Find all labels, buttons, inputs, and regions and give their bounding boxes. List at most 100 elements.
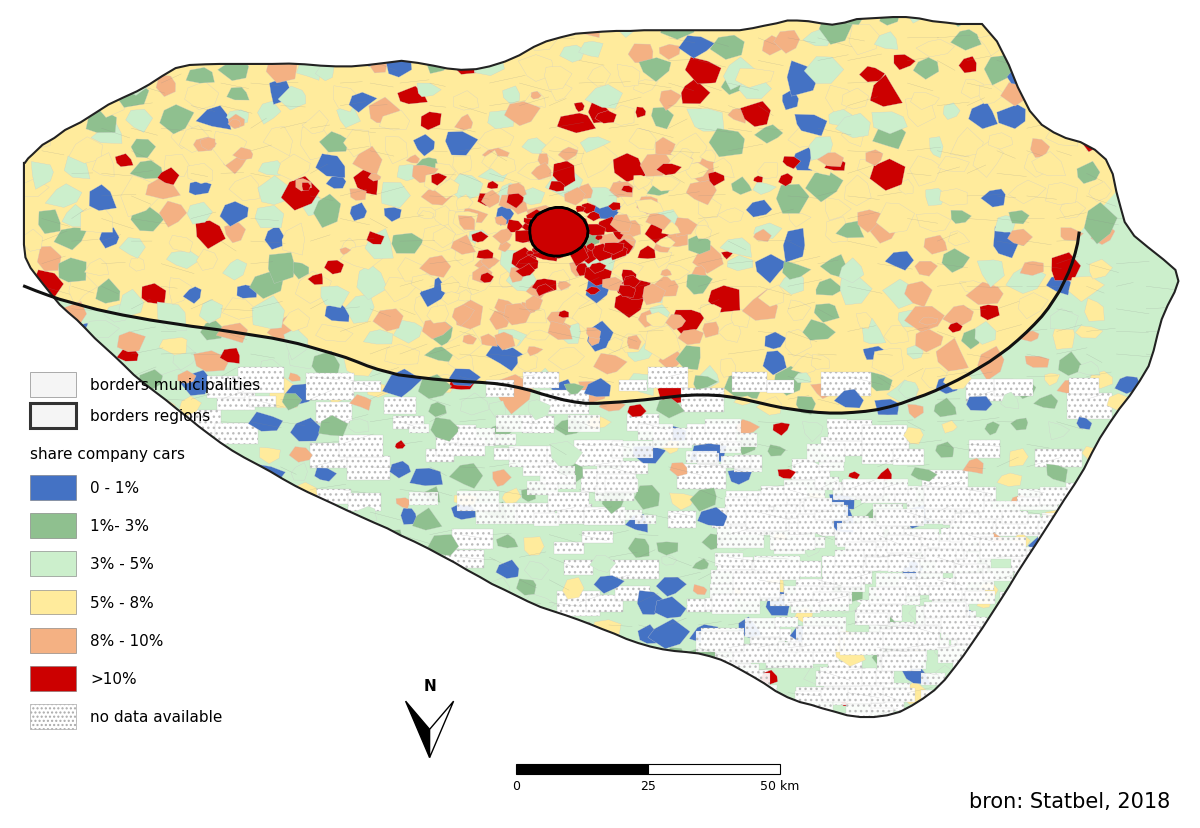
FancyBboxPatch shape: [1002, 658, 1039, 674]
Polygon shape: [674, 219, 697, 237]
FancyBboxPatch shape: [239, 368, 284, 394]
Polygon shape: [599, 233, 619, 254]
Polygon shape: [748, 377, 769, 392]
Polygon shape: [41, 505, 61, 521]
Polygon shape: [1140, 398, 1164, 415]
Polygon shape: [959, 57, 977, 74]
Polygon shape: [158, 338, 187, 356]
Polygon shape: [1150, 553, 1171, 564]
Polygon shape: [592, 244, 613, 262]
Polygon shape: [254, 206, 283, 229]
Polygon shape: [370, 58, 388, 74]
Polygon shape: [791, 354, 820, 374]
Polygon shape: [1096, 615, 1134, 647]
FancyBboxPatch shape: [745, 619, 780, 638]
Polygon shape: [452, 156, 472, 176]
FancyBboxPatch shape: [967, 488, 996, 502]
Polygon shape: [188, 42, 211, 55]
Polygon shape: [481, 151, 498, 170]
Text: share company cars: share company cars: [30, 446, 185, 461]
Polygon shape: [365, 229, 394, 260]
Text: 25: 25: [640, 779, 656, 792]
Polygon shape: [857, 161, 881, 179]
Polygon shape: [545, 67, 572, 91]
FancyBboxPatch shape: [208, 595, 250, 614]
Polygon shape: [228, 120, 241, 129]
Polygon shape: [622, 186, 632, 194]
Polygon shape: [526, 296, 542, 312]
Polygon shape: [607, 241, 630, 258]
Polygon shape: [486, 615, 509, 636]
Bar: [30, 628, 76, 652]
Polygon shape: [782, 90, 798, 111]
Polygon shape: [1090, 260, 1112, 280]
Polygon shape: [899, 381, 918, 398]
FancyBboxPatch shape: [92, 684, 143, 703]
Polygon shape: [100, 352, 115, 367]
Polygon shape: [250, 486, 271, 508]
FancyBboxPatch shape: [949, 630, 973, 640]
Polygon shape: [1082, 446, 1102, 460]
FancyBboxPatch shape: [814, 593, 848, 612]
Polygon shape: [646, 312, 668, 327]
FancyBboxPatch shape: [925, 550, 955, 561]
Polygon shape: [727, 109, 748, 124]
FancyBboxPatch shape: [726, 491, 774, 514]
Polygon shape: [751, 0, 774, 26]
FancyBboxPatch shape: [1018, 490, 1058, 510]
Polygon shape: [422, 375, 457, 393]
Polygon shape: [1001, 82, 1034, 107]
Polygon shape: [632, 446, 666, 464]
Polygon shape: [1039, 36, 1074, 69]
FancyBboxPatch shape: [343, 688, 374, 706]
Polygon shape: [692, 246, 724, 274]
FancyBboxPatch shape: [211, 642, 262, 661]
Polygon shape: [1082, 474, 1106, 493]
Polygon shape: [220, 448, 230, 458]
Polygon shape: [349, 395, 371, 411]
Polygon shape: [416, 84, 442, 98]
Polygon shape: [294, 0, 320, 27]
Polygon shape: [1150, 584, 1172, 606]
Polygon shape: [397, 87, 427, 105]
Polygon shape: [898, 310, 919, 328]
Polygon shape: [547, 312, 566, 327]
Polygon shape: [38, 63, 60, 80]
Polygon shape: [790, 626, 816, 644]
Polygon shape: [161, 30, 191, 52]
Polygon shape: [959, 282, 985, 295]
Polygon shape: [564, 384, 584, 395]
Polygon shape: [634, 80, 659, 94]
FancyBboxPatch shape: [996, 514, 1040, 536]
Polygon shape: [415, 609, 439, 623]
FancyBboxPatch shape: [900, 529, 940, 548]
Polygon shape: [325, 380, 352, 406]
FancyBboxPatch shape: [353, 382, 380, 392]
FancyBboxPatch shape: [611, 560, 659, 580]
FancyBboxPatch shape: [150, 607, 176, 619]
Polygon shape: [139, 41, 162, 56]
Polygon shape: [448, 211, 475, 236]
FancyBboxPatch shape: [1108, 650, 1135, 662]
FancyBboxPatch shape: [1038, 521, 1080, 542]
Polygon shape: [118, 65, 160, 96]
Polygon shape: [353, 166, 378, 196]
Polygon shape: [778, 469, 796, 479]
FancyBboxPatch shape: [770, 532, 815, 551]
Polygon shape: [59, 258, 86, 283]
FancyBboxPatch shape: [1019, 547, 1056, 566]
Polygon shape: [586, 243, 594, 252]
Polygon shape: [655, 138, 676, 156]
FancyBboxPatch shape: [100, 438, 143, 455]
Polygon shape: [200, 138, 215, 152]
Polygon shape: [176, 710, 208, 727]
Polygon shape: [440, 2, 479, 28]
Polygon shape: [589, 672, 619, 691]
Polygon shape: [1088, 182, 1111, 202]
Polygon shape: [731, 310, 750, 328]
Polygon shape: [984, 55, 1014, 86]
FancyBboxPatch shape: [888, 652, 925, 670]
FancyBboxPatch shape: [521, 446, 552, 463]
Polygon shape: [564, 188, 586, 206]
FancyBboxPatch shape: [922, 690, 967, 713]
